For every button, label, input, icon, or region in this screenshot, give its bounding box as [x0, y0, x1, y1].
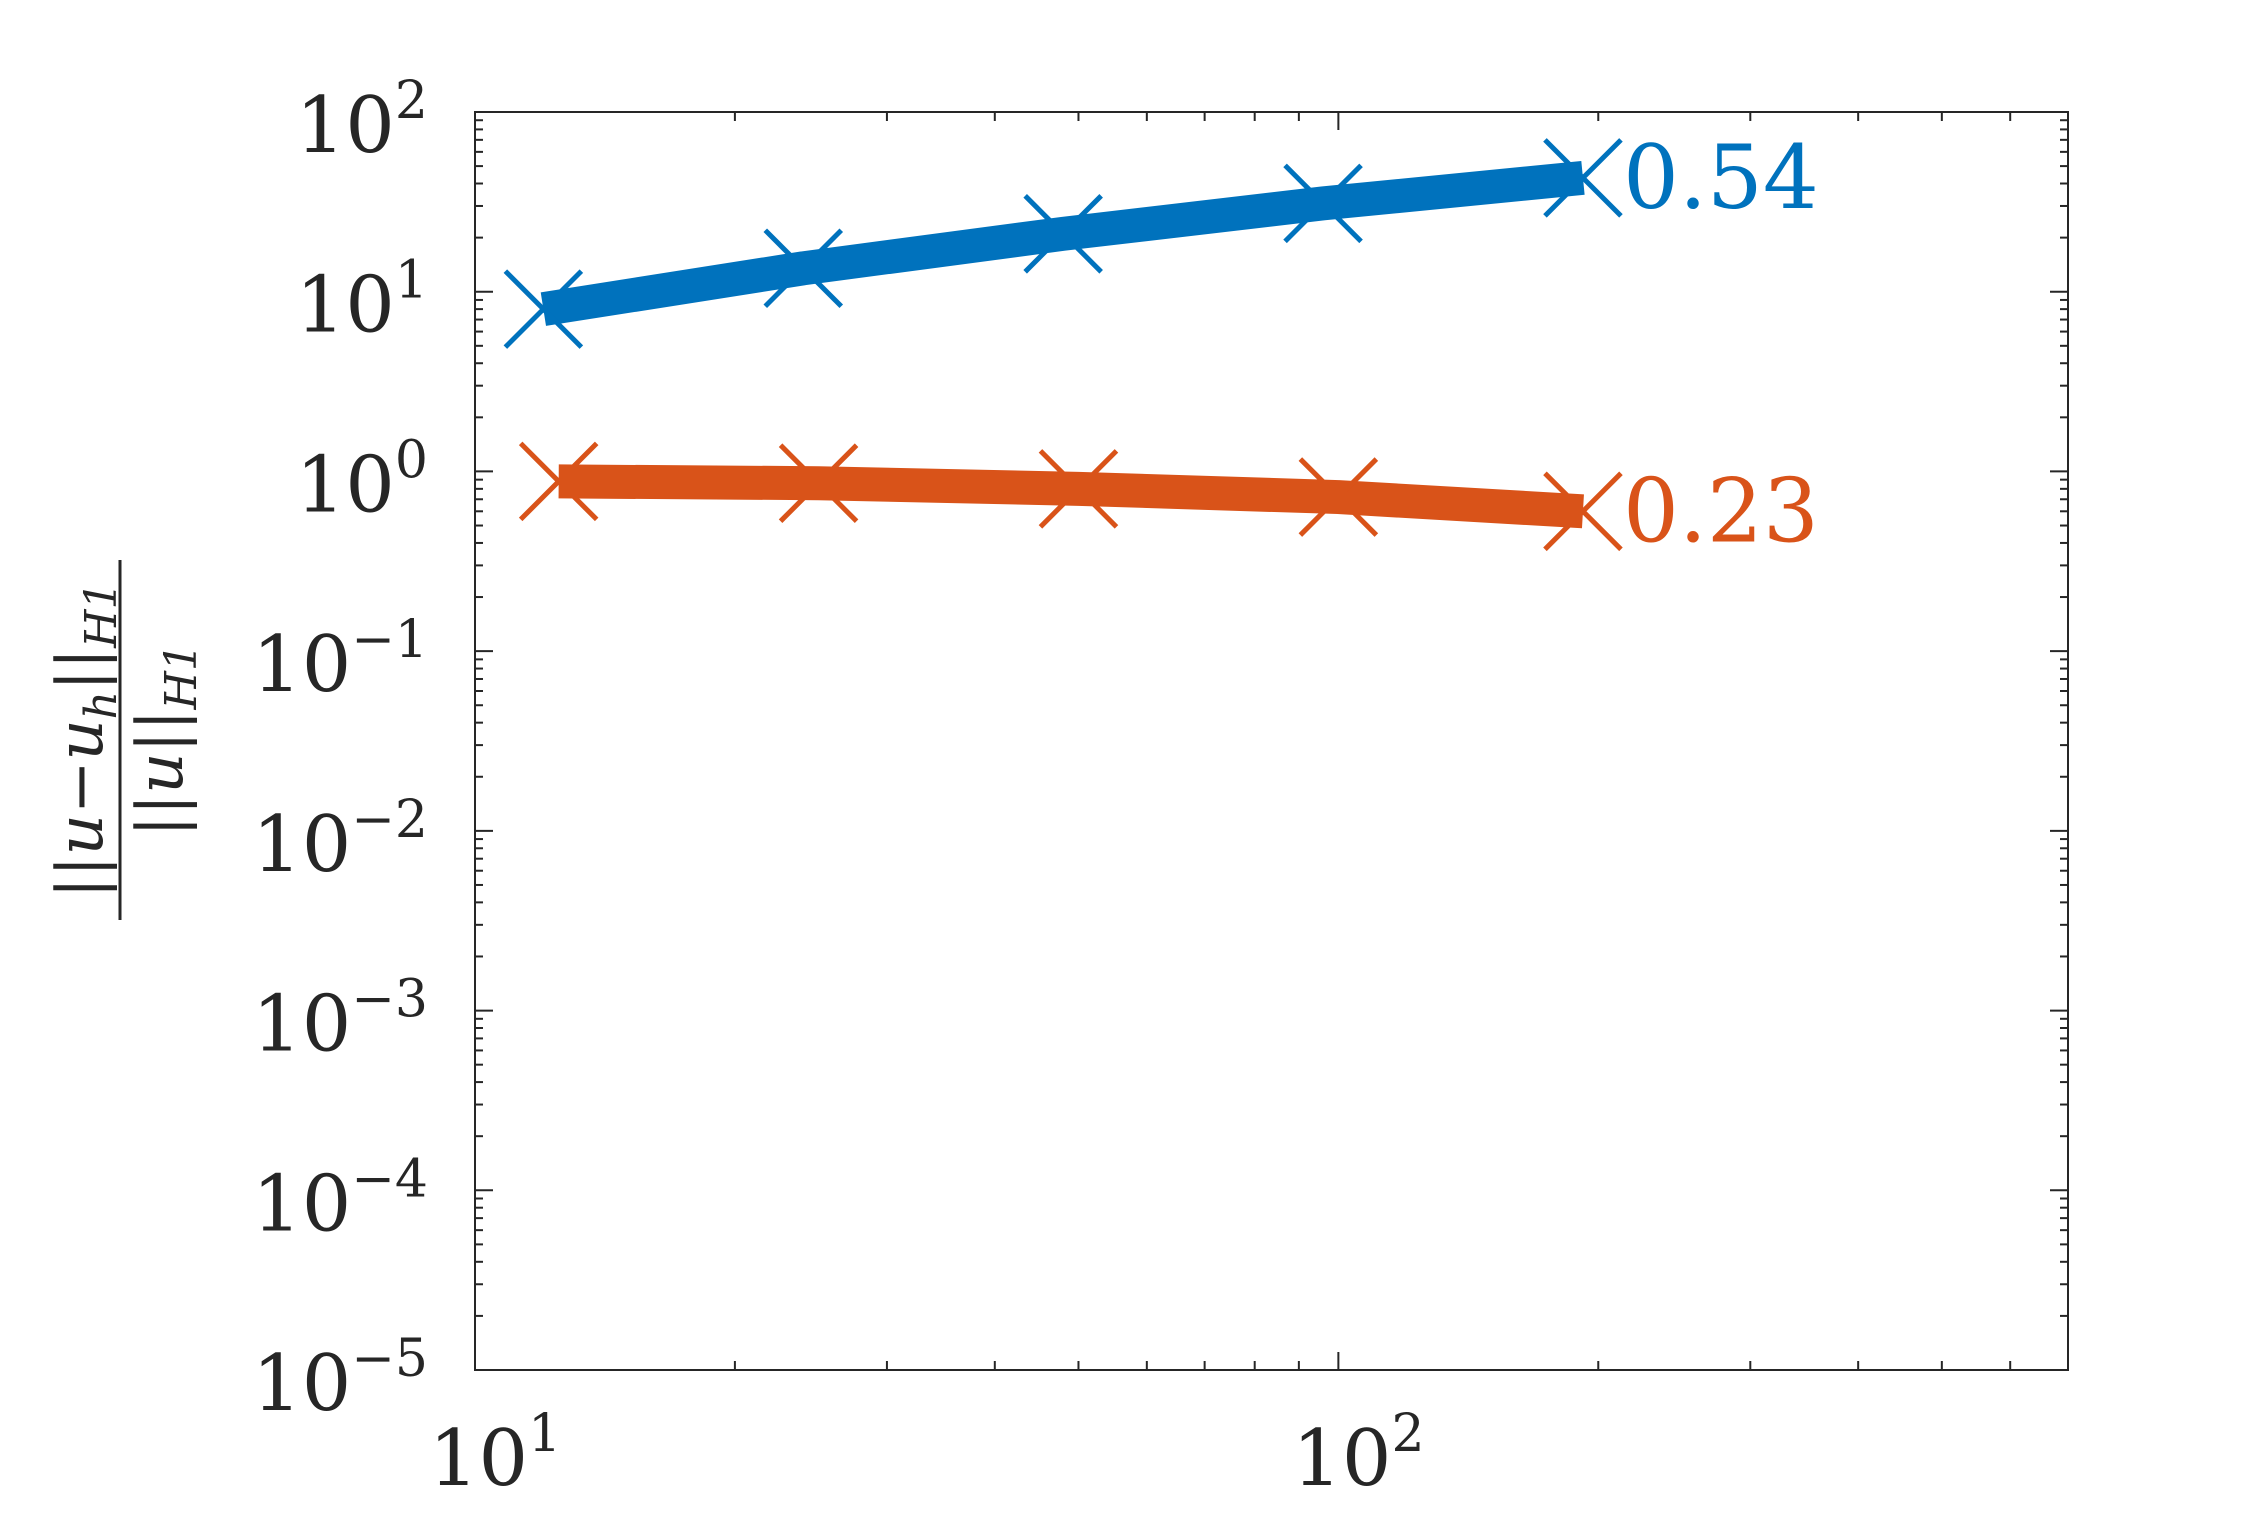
axes-box — [474, 111, 2069, 1371]
y-tick-label: 101 — [296, 251, 428, 351]
x-tick-label: 102 — [1292, 1404, 1424, 1504]
y-tick-label: 10−2 — [252, 790, 428, 890]
y-label-denominator: ||u||H1 — [124, 643, 207, 837]
y-tick-label: 10−5 — [252, 1329, 428, 1429]
series-2-marker — [1038, 449, 1119, 529]
axis-ticks — [474, 111, 2069, 1371]
series-2-marker — [518, 441, 599, 522]
y-axis-label-fraction: ||u−uh||H1||u||H1 — [44, 560, 207, 920]
series-1-marker — [1283, 163, 1363, 244]
series-1-marker — [1543, 138, 1623, 218]
y-tick-label: 10−3 — [252, 970, 428, 1070]
series-1-line — [540, 160, 1585, 326]
y-label-numerator: ||u−uh||H1 — [44, 581, 127, 898]
series-1-marker — [503, 269, 584, 349]
series-1-marker — [763, 228, 844, 309]
y-tick-label: 10−4 — [252, 1149, 428, 1249]
series-2-marker — [1298, 457, 1379, 537]
y-tick-label: 100 — [296, 430, 428, 530]
series-2-end-label: 0.23 — [1623, 459, 1819, 562]
y-tick-label: 102 — [296, 71, 428, 171]
plot-area — [474, 111, 2069, 1371]
series-1-end-label: 0.54 — [1623, 126, 1819, 229]
series-layer: 0.54 0.23 — [503, 126, 1819, 562]
series-1-marker — [1023, 194, 1103, 274]
y-tick-label: 10−1 — [252, 610, 428, 710]
series-2-marker — [1543, 471, 1623, 552]
x-tick-label: 101 — [429, 1404, 561, 1504]
series-2-marker — [778, 443, 859, 523]
y-axis-label: ||u−uh||H1||u||H1 — [44, 560, 207, 920]
